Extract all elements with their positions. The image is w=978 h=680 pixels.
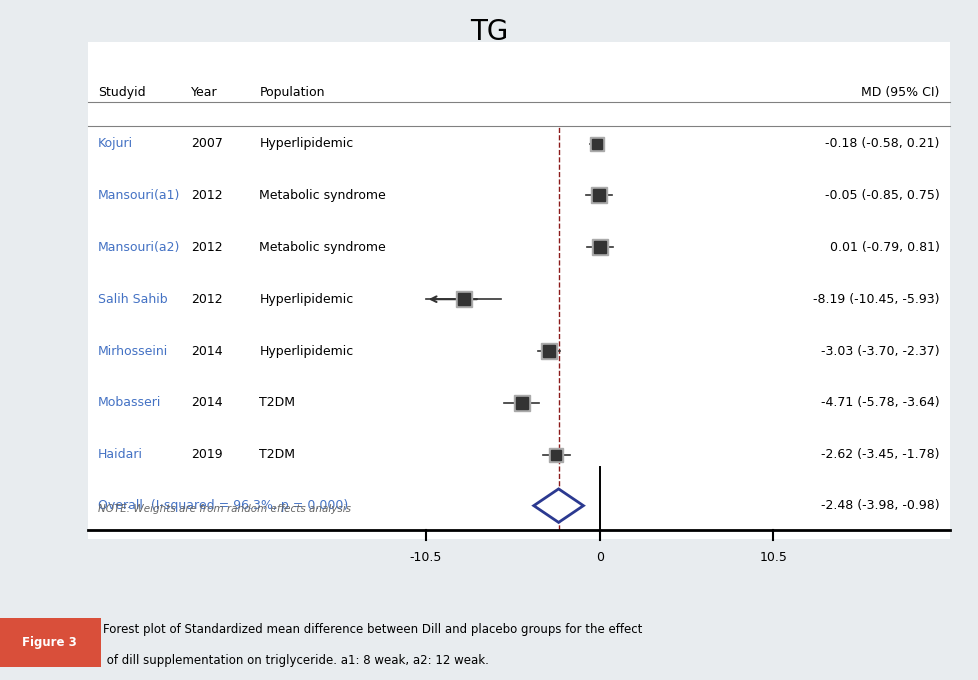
Text: Mobasseri: Mobasseri (98, 396, 161, 409)
Text: TG: TG (469, 18, 509, 46)
Text: 2019: 2019 (191, 448, 222, 461)
Polygon shape (533, 489, 583, 522)
Text: 0: 0 (595, 551, 603, 564)
Text: Haidari: Haidari (98, 448, 143, 461)
Text: -4.71 (-5.78, -3.64): -4.71 (-5.78, -3.64) (821, 396, 939, 409)
Text: Studyid: Studyid (98, 86, 146, 99)
Text: MD (95% CI): MD (95% CI) (861, 86, 939, 99)
Text: -3.03 (-3.70, -2.37): -3.03 (-3.70, -2.37) (821, 345, 939, 358)
Text: 2012: 2012 (191, 189, 222, 202)
Text: Mansouri(a2): Mansouri(a2) (98, 241, 180, 254)
Text: Year: Year (191, 86, 217, 99)
Text: of dill supplementation on triglyceride. a1: 8 weak, a2: 12 weak.: of dill supplementation on triglyceride.… (103, 654, 488, 667)
Text: -10.5: -10.5 (409, 551, 442, 564)
Text: Figure 3: Figure 3 (22, 636, 76, 649)
Text: Mirhosseini: Mirhosseini (98, 345, 168, 358)
Text: NOTE: Weights are from random effects analysis: NOTE: Weights are from random effects an… (98, 504, 350, 513)
Text: -0.18 (-0.58, 0.21): -0.18 (-0.58, 0.21) (824, 137, 939, 150)
Text: Hyperlipidemic: Hyperlipidemic (259, 345, 353, 358)
Text: Overall  (I-squared = 96.3%, p = 0.000): Overall (I-squared = 96.3%, p = 0.000) (98, 499, 348, 512)
Text: 2012: 2012 (191, 241, 222, 254)
Text: 2012: 2012 (191, 292, 222, 306)
Text: Population: Population (259, 86, 325, 99)
Text: 2014: 2014 (191, 396, 222, 409)
Text: 10.5: 10.5 (759, 551, 786, 564)
Text: -0.05 (-0.85, 0.75): -0.05 (-0.85, 0.75) (824, 189, 939, 202)
Text: 2007: 2007 (191, 137, 223, 150)
Text: Mansouri(a1): Mansouri(a1) (98, 189, 180, 202)
FancyBboxPatch shape (88, 42, 949, 539)
Text: Metabolic syndrome: Metabolic syndrome (259, 189, 385, 202)
Text: T2DM: T2DM (259, 396, 295, 409)
Text: Forest plot of Standardized mean difference between Dill and placebo groups for : Forest plot of Standardized mean differe… (103, 623, 642, 636)
Text: 2014: 2014 (191, 345, 222, 358)
Text: -8.19 (-10.45, -5.93): -8.19 (-10.45, -5.93) (813, 292, 939, 306)
Text: Salih Sahib: Salih Sahib (98, 292, 167, 306)
Text: Hyperlipidemic: Hyperlipidemic (259, 137, 353, 150)
Text: T2DM: T2DM (259, 448, 295, 461)
Text: -2.62 (-3.45, -1.78): -2.62 (-3.45, -1.78) (821, 448, 939, 461)
Text: 0.01 (-0.79, 0.81): 0.01 (-0.79, 0.81) (829, 241, 939, 254)
Text: Metabolic syndrome: Metabolic syndrome (259, 241, 385, 254)
Text: Hyperlipidemic: Hyperlipidemic (259, 292, 353, 306)
Text: Kojuri: Kojuri (98, 137, 133, 150)
Text: -2.48 (-3.98, -0.98): -2.48 (-3.98, -0.98) (821, 499, 939, 512)
FancyBboxPatch shape (0, 618, 101, 666)
